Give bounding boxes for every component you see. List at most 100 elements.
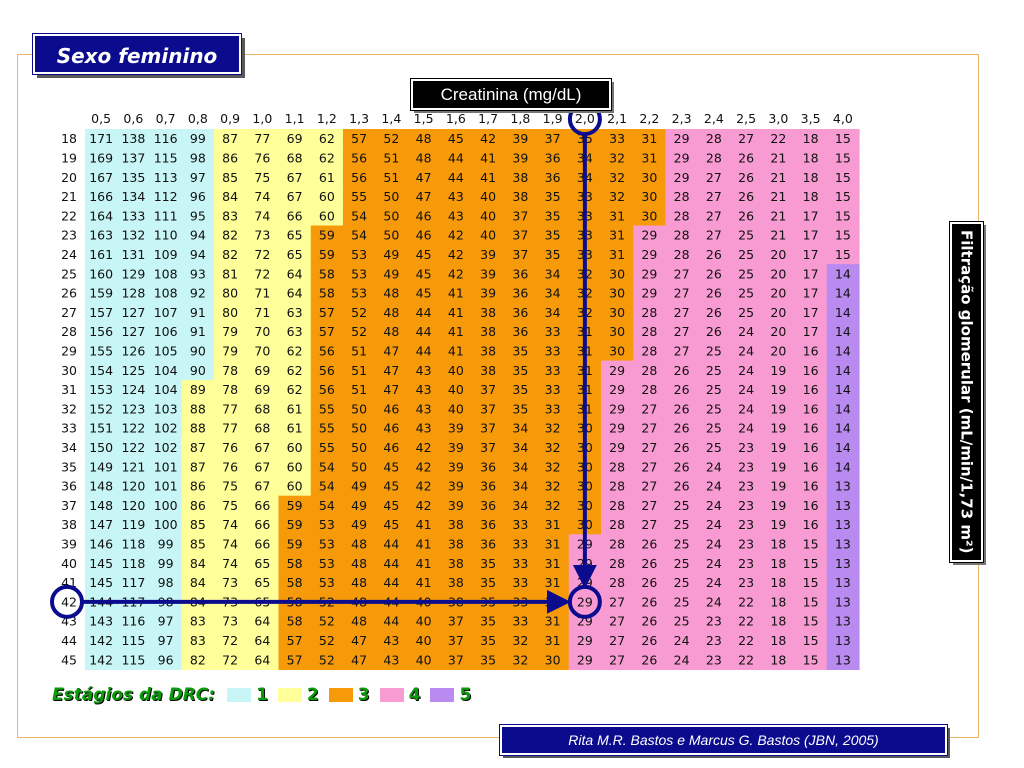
cell-bg bbox=[633, 379, 667, 400]
legend-label-4: 4 bbox=[408, 685, 421, 705]
cell-value: 24 bbox=[706, 575, 722, 590]
cell-bg bbox=[181, 399, 215, 420]
cell-value: 112 bbox=[154, 189, 178, 204]
column-header: 2,5 bbox=[736, 111, 756, 126]
cell-value: 41 bbox=[480, 150, 496, 165]
cell-bg bbox=[601, 457, 634, 477]
cell-value: 76 bbox=[222, 459, 238, 474]
cell-bg bbox=[730, 341, 763, 362]
cell-bg bbox=[794, 650, 828, 670]
cell-value: 48 bbox=[351, 575, 367, 590]
cell-bg bbox=[214, 611, 247, 632]
cell-bg bbox=[246, 457, 280, 477]
cell-bg bbox=[181, 534, 215, 555]
cell-bg bbox=[310, 553, 344, 574]
cell-bg bbox=[762, 437, 796, 458]
cell-value: 36 bbox=[512, 266, 528, 281]
cell-bg bbox=[246, 360, 280, 381]
cell-value: 13 bbox=[835, 517, 851, 532]
cell-value: 28 bbox=[674, 189, 690, 204]
cell-value: 15 bbox=[835, 131, 851, 146]
cell-bg bbox=[794, 515, 828, 535]
cell-bg bbox=[246, 148, 280, 169]
cell-value: 27 bbox=[641, 440, 657, 455]
cell-value: 18 bbox=[770, 652, 786, 667]
cell-value: 53 bbox=[351, 286, 367, 301]
column-header: 0,5 bbox=[91, 111, 111, 126]
cell-bg bbox=[117, 534, 151, 555]
cell-bg bbox=[504, 515, 538, 535]
cell-bg bbox=[472, 129, 505, 149]
cell-bg bbox=[85, 534, 118, 555]
cell-value: 60 bbox=[287, 479, 303, 494]
column-header: 0,7 bbox=[156, 111, 176, 126]
cell-bg bbox=[665, 534, 699, 555]
cell-bg bbox=[343, 186, 376, 207]
cell-bg bbox=[826, 264, 860, 284]
cell-value: 73 bbox=[254, 228, 270, 243]
cell-value: 26 bbox=[706, 266, 722, 281]
cell-value: 49 bbox=[351, 498, 367, 513]
cell-bg bbox=[665, 650, 699, 670]
cell-value: 63 bbox=[287, 324, 303, 339]
cell-bg bbox=[117, 379, 151, 400]
cell-bg bbox=[85, 379, 118, 400]
cell-value: 58 bbox=[287, 614, 303, 629]
cell-bg bbox=[665, 167, 699, 188]
cell-value: 46 bbox=[416, 208, 432, 223]
cell-bg bbox=[181, 611, 215, 632]
cell-bg bbox=[601, 360, 634, 381]
cell-bg bbox=[439, 264, 473, 284]
cell-value: 48 bbox=[351, 536, 367, 551]
column-header: 1,3 bbox=[349, 111, 369, 126]
cell-bg bbox=[117, 457, 151, 477]
cell-value: 90 bbox=[190, 343, 206, 358]
cell-value: 24 bbox=[674, 633, 690, 648]
cell-value: 67 bbox=[287, 189, 303, 204]
cell-bg bbox=[794, 283, 828, 304]
cell-bg bbox=[214, 129, 247, 149]
cell-value: 36 bbox=[480, 536, 496, 551]
cell-value: 41 bbox=[416, 575, 432, 590]
cell-bg bbox=[730, 244, 763, 265]
cell-bg bbox=[85, 437, 118, 458]
cell-value: 15 bbox=[835, 170, 851, 185]
cell-value: 18 bbox=[803, 131, 819, 146]
cell-bg bbox=[601, 476, 634, 497]
cell-value: 15 bbox=[835, 247, 851, 262]
cell-bg bbox=[504, 495, 538, 516]
cell-value: 44 bbox=[383, 614, 399, 629]
cell-value: 36 bbox=[512, 286, 528, 301]
cell-value: 103 bbox=[154, 401, 178, 416]
cell-bg bbox=[536, 515, 570, 535]
cell-bg bbox=[375, 572, 409, 593]
cell-bg bbox=[633, 283, 667, 304]
cell-value: 29 bbox=[609, 363, 625, 378]
cell-bg bbox=[665, 341, 699, 362]
cell-bg bbox=[375, 341, 409, 362]
cell-value: 14 bbox=[835, 382, 851, 397]
cell-value: 31 bbox=[641, 150, 657, 165]
cell-bg bbox=[310, 515, 344, 535]
cell-value: 36 bbox=[545, 170, 561, 185]
cell-bg bbox=[697, 611, 731, 632]
cell-bg bbox=[439, 437, 473, 458]
cell-bg bbox=[601, 611, 634, 632]
cell-bg bbox=[246, 129, 280, 149]
cell-value: 25 bbox=[706, 421, 722, 436]
cell-bg bbox=[826, 495, 860, 516]
cell-bg bbox=[730, 186, 763, 207]
cell-bg bbox=[149, 515, 183, 535]
cell-bg bbox=[181, 225, 215, 246]
cell-bg bbox=[246, 283, 280, 304]
cell-bg bbox=[375, 399, 409, 420]
column-header: 3,0 bbox=[768, 111, 788, 126]
cell-value: 107 bbox=[154, 305, 178, 320]
cell-value: 44 bbox=[383, 575, 399, 590]
cell-value: 146 bbox=[89, 536, 113, 551]
cell-bg bbox=[214, 553, 247, 574]
cell-bg bbox=[214, 148, 247, 169]
cell-value: 50 bbox=[383, 208, 399, 223]
cell-value: 40 bbox=[480, 228, 496, 243]
cell-bg bbox=[117, 167, 151, 188]
